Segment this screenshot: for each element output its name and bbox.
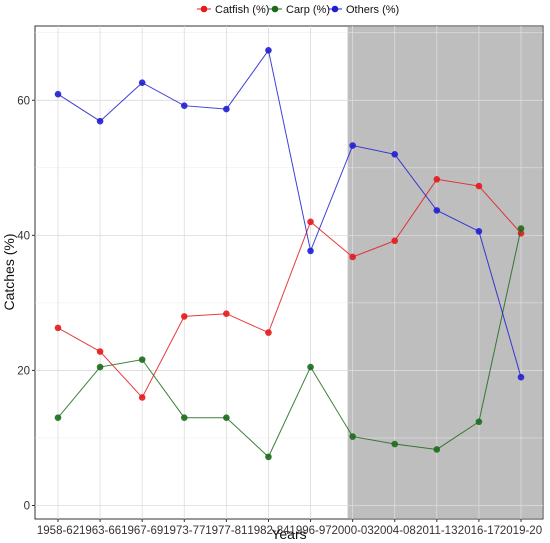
data-point-catfish: [475, 182, 483, 190]
series-line-carp: [57, 228, 522, 458]
legend: Catfish (%) Carp (%) Others (%): [197, 4, 399, 16]
data-point-others: [265, 47, 272, 54]
data-point-others: [180, 102, 188, 109]
legend-key-point-others: [331, 5, 339, 13]
data-point-others: [349, 142, 356, 149]
data-point-others: [517, 373, 525, 381]
x-tick-label: 2004-08: [374, 525, 416, 537]
data-point-catfish: [54, 324, 62, 332]
x-tick-label: 1982-84: [247, 525, 290, 537]
data-point-others: [96, 117, 104, 125]
data-point-catfish: [349, 253, 356, 261]
data-point-carp: [475, 418, 483, 426]
y-tick-label: 60: [17, 95, 30, 107]
x-tick-label: 1963-66: [79, 525, 121, 537]
series-layer: [54, 47, 525, 461]
data-point-carp: [54, 414, 62, 421]
y-axis-title: Catches (%): [1, 233, 17, 310]
data-point-others: [307, 247, 314, 255]
data-point-catfish: [96, 348, 104, 355]
data-point-catfish: [391, 237, 399, 245]
x-tick-label: 2019-20: [500, 525, 542, 537]
data-point-others: [391, 151, 399, 158]
shaded-period-rect: [347, 27, 542, 518]
data-point-others: [138, 79, 146, 87]
series-line-others: [57, 49, 522, 378]
data-point-carp: [96, 363, 104, 371]
legend-label-others: Others (%): [346, 4, 399, 16]
axis-ticks: 0 20 40 60 1958-62 1963-66 1967-69 1973-77 1977-…: [17, 95, 542, 537]
data-point-carp: [517, 225, 525, 232]
y-tick-label: 20: [17, 365, 30, 377]
data-point-carp: [391, 440, 399, 448]
x-axis-title: Years: [271, 526, 306, 542]
data-point-catfish: [223, 310, 230, 317]
data-point-carp: [223, 414, 230, 421]
data-point-carp: [433, 446, 441, 453]
legend-label-carp: Carp (%): [286, 4, 330, 16]
y-tick-label: 40: [17, 230, 30, 242]
data-point-catfish: [265, 329, 272, 336]
legend-key-point-carp: [271, 5, 279, 13]
series-line-catfish: [57, 178, 522, 399]
x-tick-label: 2011-13: [416, 525, 457, 537]
data-point-others: [433, 207, 441, 214]
x-tick-label: 1958-62: [37, 525, 79, 537]
data-point-others: [54, 90, 62, 98]
x-tick-label: 1967-69: [121, 525, 163, 537]
data-point-carp: [180, 414, 188, 421]
x-tick-label: 1977-81: [205, 525, 247, 537]
x-tick-label: 1996-97: [289, 525, 331, 537]
series-others: [54, 47, 525, 381]
data-point-catfish: [307, 218, 314, 226]
data-point-others: [223, 105, 230, 113]
data-point-carp: [138, 356, 146, 363]
y-tick-label: 0: [24, 500, 30, 512]
series-carp: [54, 225, 525, 461]
x-tick-label: 2000-03: [332, 525, 374, 537]
data-point-catfish: [180, 313, 188, 320]
data-point-catfish: [138, 394, 146, 401]
data-point-carp: [349, 433, 356, 440]
data-point-carp: [307, 363, 314, 371]
data-point-others: [475, 228, 483, 235]
shaded-region-layer: [347, 27, 542, 518]
x-tick-label: 2016-17: [458, 525, 500, 537]
series-catfish: [54, 176, 525, 401]
data-point-carp: [265, 453, 272, 461]
legend-key-point-catfish: [200, 5, 208, 13]
data-point-catfish: [433, 176, 441, 183]
legend-label-catfish: Catfish (%): [215, 4, 269, 16]
x-tick-label: 1973-77: [163, 525, 205, 537]
